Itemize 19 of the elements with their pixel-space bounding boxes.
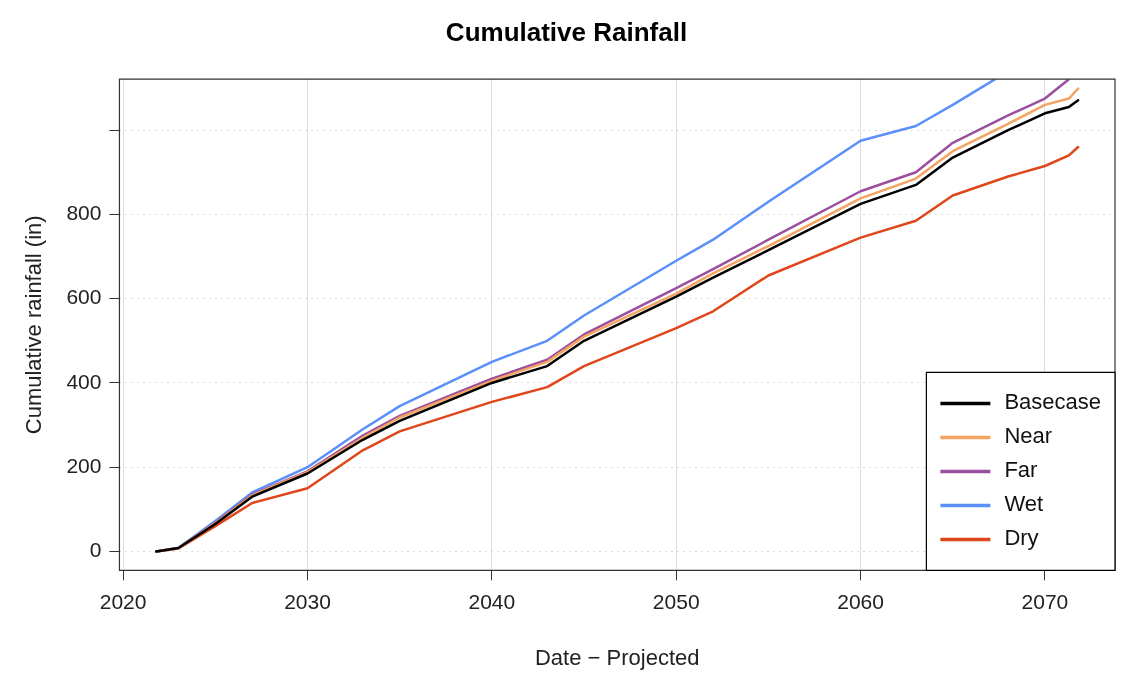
- legend-label: Basecase: [1004, 389, 1102, 415]
- x-tick-label: 2020: [99, 589, 147, 613]
- x-tick-label: 2030: [284, 589, 331, 613]
- legend-label: Wet: [1004, 491, 1044, 517]
- x-tick-label: 2040: [468, 589, 516, 613]
- x-tick-label: 2060: [837, 589, 884, 613]
- x-tick-label: 2050: [652, 589, 700, 613]
- legend-label: Dry: [1004, 525, 1039, 551]
- y-tick-label: 400: [66, 369, 102, 393]
- chart-title: Cumulative Rainfall: [445, 16, 688, 47]
- y-axis-title: Cumulative rainfall (in): [21, 215, 47, 435]
- x-axis-title: Date − Projected: [534, 644, 700, 670]
- x-tick-label: 2070: [1021, 589, 1069, 613]
- legend-label: Near: [1004, 423, 1053, 449]
- y-tick-label: 200: [66, 453, 102, 477]
- y-tick-label: 800: [66, 201, 102, 225]
- y-tick-label: 600: [66, 285, 102, 309]
- legend-label: Far: [1004, 457, 1038, 483]
- y-tick-label: 0: [89, 538, 102, 562]
